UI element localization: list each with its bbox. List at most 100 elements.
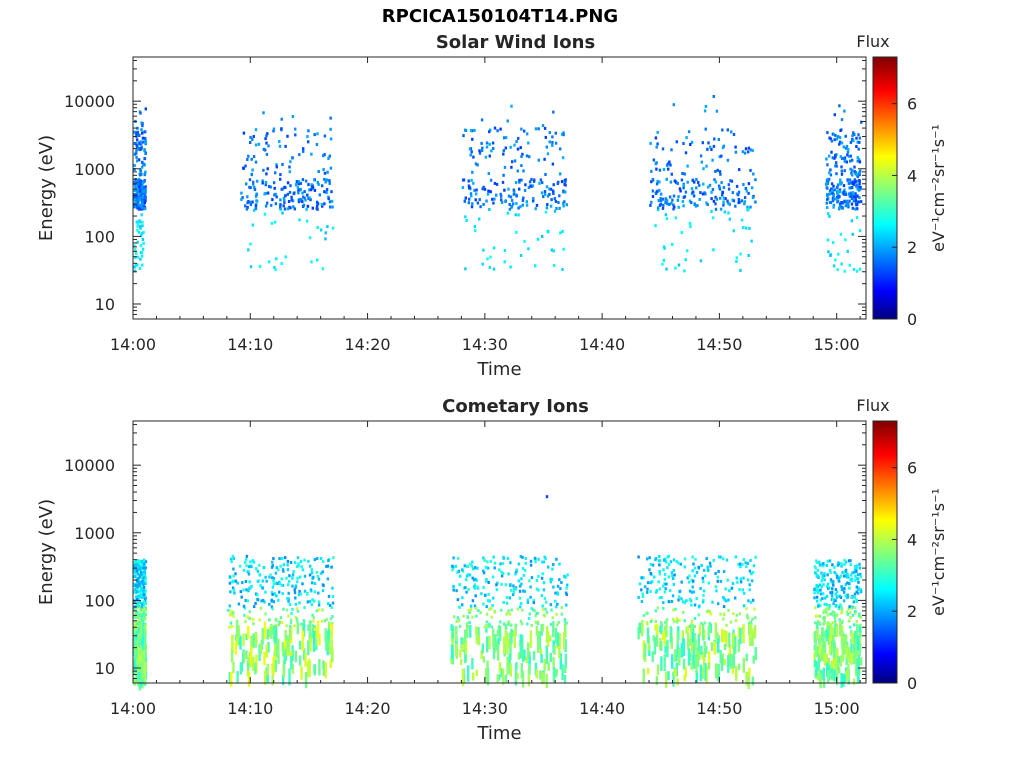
flux-cell bbox=[831, 587, 834, 591]
flux-cell bbox=[725, 599, 728, 603]
flux-cell bbox=[141, 224, 144, 228]
flux-cell bbox=[690, 590, 694, 594]
y-tick-label: 1000 bbox=[74, 524, 115, 543]
flux-cell bbox=[832, 133, 836, 136]
flux-cell bbox=[469, 192, 473, 196]
flux-cell bbox=[533, 178, 536, 182]
flux-cell bbox=[656, 624, 659, 636]
flux-cell bbox=[843, 199, 846, 203]
flux-cell bbox=[519, 146, 522, 150]
flux-cell bbox=[670, 201, 673, 205]
flux-cell bbox=[316, 180, 319, 184]
flux-cell bbox=[691, 585, 694, 589]
flux-cell bbox=[551, 143, 554, 147]
flux-cell bbox=[857, 586, 861, 590]
flux-cell bbox=[541, 604, 544, 608]
flux-cell bbox=[260, 599, 263, 603]
flux-cell bbox=[683, 172, 686, 176]
flux-cell bbox=[323, 202, 326, 206]
flux-cell bbox=[655, 167, 658, 171]
flux-cell bbox=[506, 211, 510, 215]
flux-cell bbox=[144, 107, 147, 111]
flux-cell bbox=[732, 133, 736, 136]
flux-cell bbox=[540, 576, 544, 580]
flux-cell bbox=[548, 187, 551, 191]
flux-cell bbox=[542, 588, 546, 592]
flux-cell bbox=[850, 192, 853, 196]
flux-cell bbox=[849, 625, 852, 629]
flux-cell bbox=[518, 187, 521, 191]
flux-cell bbox=[273, 592, 276, 596]
flux-cell bbox=[510, 199, 514, 202]
flux-cell bbox=[486, 257, 489, 261]
flux-cell bbox=[860, 657, 863, 666]
flux-cell bbox=[330, 631, 333, 645]
flux-cell bbox=[549, 652, 552, 663]
flux-cell bbox=[136, 585, 139, 589]
flux-cell bbox=[469, 608, 472, 611]
flux-cell bbox=[751, 149, 754, 153]
flux-cell bbox=[293, 624, 296, 628]
flux-cell bbox=[273, 265, 276, 269]
flux-cell bbox=[313, 178, 316, 182]
flux-cell bbox=[138, 565, 141, 568]
flux-cell bbox=[549, 622, 553, 626]
flux-cell bbox=[688, 624, 692, 628]
flux-cell bbox=[834, 258, 837, 262]
flux-cell bbox=[288, 579, 291, 583]
y-tick-label: 100 bbox=[84, 591, 115, 610]
flux-cell bbox=[836, 189, 839, 193]
flux-cell bbox=[839, 605, 843, 609]
flux-cell bbox=[841, 647, 844, 662]
flux-cell bbox=[138, 575, 141, 579]
flux-cell bbox=[714, 572, 717, 575]
flux-cell bbox=[535, 579, 539, 582]
flux-cell bbox=[262, 168, 265, 172]
flux-cell bbox=[289, 624, 292, 628]
flux-cell bbox=[525, 656, 528, 663]
flux-cell bbox=[853, 570, 856, 574]
flux-cell bbox=[144, 191, 147, 195]
flux-cell bbox=[681, 630, 684, 639]
flux-cell bbox=[831, 563, 834, 567]
flux-cell bbox=[526, 132, 529, 136]
flux-cell bbox=[838, 605, 841, 609]
colorbar-unit-label: eV⁻¹cm⁻²sr⁻¹s⁻¹ bbox=[929, 124, 948, 252]
flux-cell bbox=[850, 577, 854, 581]
flux-cell bbox=[297, 562, 300, 566]
flux-cell bbox=[649, 203, 652, 207]
flux-cell bbox=[728, 632, 731, 648]
flux-cell bbox=[688, 199, 692, 203]
flux-cell bbox=[462, 178, 466, 182]
flux-cell bbox=[677, 205, 680, 209]
flux-cell bbox=[819, 634, 822, 647]
flux-cell bbox=[315, 570, 319, 574]
flux-cell bbox=[332, 556, 335, 560]
x-tick-label: 14:10 bbox=[227, 699, 273, 718]
flux-cell bbox=[133, 575, 137, 578]
flux-cell bbox=[744, 561, 747, 565]
flux-cell bbox=[835, 161, 838, 165]
flux-cell bbox=[524, 183, 527, 187]
flux-cell bbox=[859, 575, 863, 579]
flux-cell bbox=[543, 659, 546, 672]
flux-cell bbox=[284, 144, 287, 148]
flux-cell bbox=[742, 623, 745, 642]
flux-cell bbox=[834, 588, 838, 591]
flux-cell bbox=[564, 190, 567, 194]
x-tick-label: 14:50 bbox=[696, 335, 742, 354]
flux-cell bbox=[534, 127, 538, 131]
flux-cell bbox=[266, 132, 269, 136]
flux-cell bbox=[472, 155, 475, 159]
flux-cell bbox=[698, 624, 702, 636]
flux-cell bbox=[561, 664, 564, 680]
flux-cell bbox=[136, 567, 139, 571]
flux-cell bbox=[647, 667, 650, 675]
flux-cell bbox=[135, 178, 138, 182]
flux-cell bbox=[673, 179, 676, 183]
flux-cell bbox=[266, 201, 269, 205]
flux-cell bbox=[558, 194, 561, 198]
flux-cell bbox=[823, 646, 827, 653]
flux-cell bbox=[840, 562, 843, 566]
flux-cell bbox=[509, 623, 512, 627]
